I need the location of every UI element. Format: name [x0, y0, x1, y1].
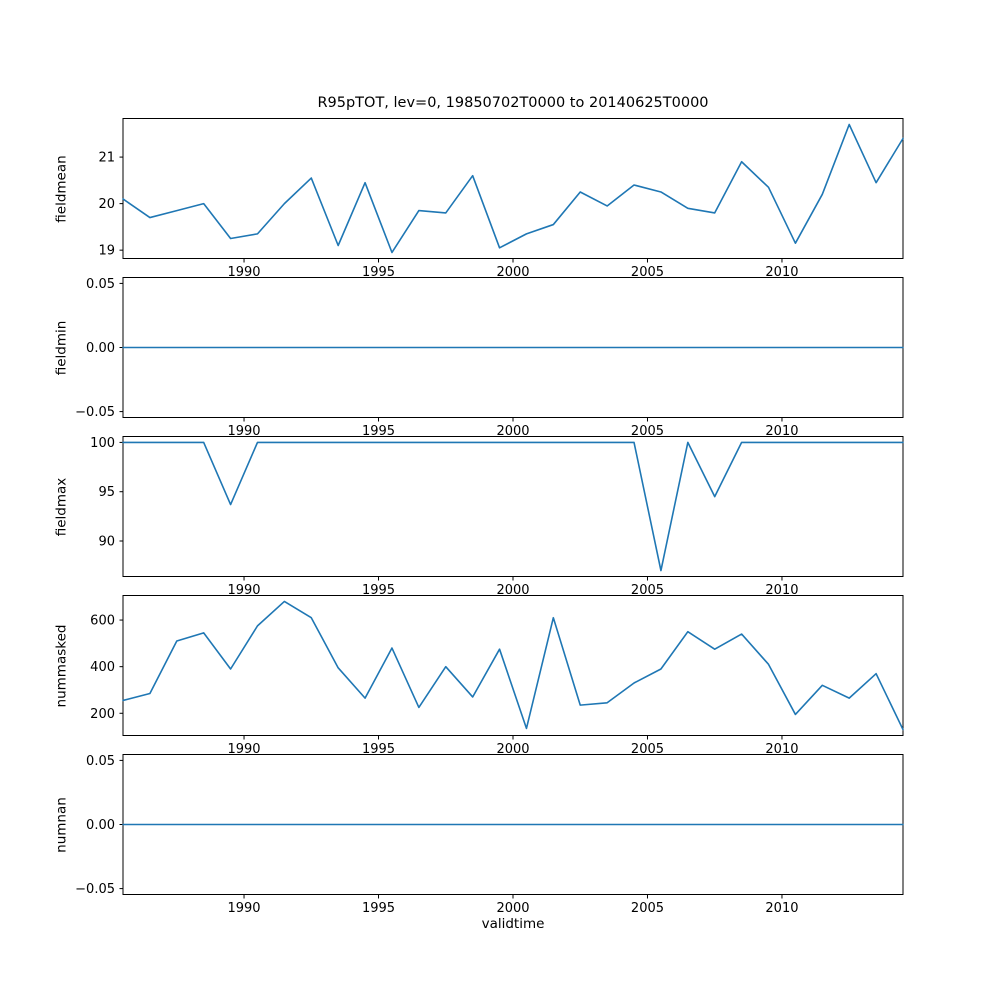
- y-tick-label: 0.00: [86, 341, 115, 356]
- x-tick-label: 2000: [496, 424, 529, 439]
- x-tick-label: 1995: [362, 424, 395, 439]
- x-tick-label: 2005: [631, 424, 664, 439]
- x-tick-label: 2010: [765, 583, 798, 598]
- x-tick-label: 1990: [227, 265, 260, 280]
- y-tick-label: 90: [98, 535, 115, 550]
- plot-canvas-fieldmax: 1990 1995 2000 2005 2010 100 95 90: [90, 436, 904, 598]
- x-tick-label: 2005: [631, 742, 664, 757]
- x-tick-label: 2005: [631, 901, 664, 916]
- x-tick-label: 1990: [227, 424, 260, 439]
- subplot-fieldmax: fieldmax 1990 1995 2000 2005 2010 100 95 90: [0, 436, 1000, 602]
- x-tick-label: 2000: [496, 265, 529, 280]
- axes-frame: [122, 595, 904, 736]
- y-tick-label: 0.00: [86, 818, 115, 833]
- x-tick-label: 1995: [362, 742, 395, 757]
- y-tick-label: 600: [90, 614, 115, 629]
- plot-canvas-nummasked: 1990 1995 2000 2005 2010 600 400 200: [90, 595, 904, 757]
- plot-canvas-numnan: 1990 1995 2000 2005 2010 0.05 0.00 −0.05: [75, 754, 904, 916]
- x-tick-label: 2000: [496, 742, 529, 757]
- x-tick-label: 1990: [227, 901, 260, 916]
- x-tick-label: 2010: [765, 901, 798, 916]
- figure-title: R95pTOT, lev=0, 19850702T0000 to 2014062…: [317, 95, 709, 111]
- y-tick-label: −0.05: [75, 882, 115, 897]
- series-line-fieldmax: [122, 441, 904, 572]
- y-tick-label: 19: [98, 244, 115, 259]
- y-tick-label: 0.05: [86, 754, 115, 769]
- axes-frame: [122, 436, 904, 577]
- y-tick-label: 21: [98, 151, 115, 166]
- y-tick-label: 100: [90, 436, 115, 451]
- x-tick-label: 1995: [362, 583, 395, 598]
- axes-frame: [122, 118, 904, 259]
- y-tick-label: −0.05: [75, 405, 115, 420]
- x-tick-label: 1990: [227, 742, 260, 757]
- subplot-numnan: numnan 1990 1995 2000 2005 2010 0.05 0.00 −0.05: [0, 754, 1000, 920]
- x-tick-label: 1995: [362, 901, 395, 916]
- x-tick-label: 2005: [631, 265, 664, 280]
- plot-canvas-fieldmean: 1990 1995 2000 2005 2010 21 20 19: [98, 118, 904, 280]
- x-tick-label: 2000: [496, 901, 529, 916]
- x-tick-label: 2005: [631, 583, 664, 598]
- subplot-fieldmin: fieldmin 1990 1995 2000 2005 2010 0.05 0.00 −0.…: [0, 277, 1000, 443]
- x-tick-label: 2000: [496, 583, 529, 598]
- x-tick-label: 1990: [227, 583, 260, 598]
- plot-canvas-fieldmin: 1990 1995 2000 2005 2010 0.05 0.00 −0.05: [75, 277, 904, 439]
- series-line-fieldmean: [122, 123, 904, 254]
- x-tick-label: 2010: [765, 424, 798, 439]
- x-tick-label: 2010: [765, 265, 798, 280]
- x-tick-label: 1995: [362, 265, 395, 280]
- y-tick-label: 0.05: [86, 277, 115, 292]
- y-tick-label: 400: [90, 660, 115, 675]
- y-tick-label: 200: [90, 707, 115, 722]
- x-axis-label: validtime: [481, 916, 545, 932]
- x-tick-label: 2010: [765, 742, 798, 757]
- subplot-nummasked: nummasked 1990 1995 2000 2005 2010 600 400 200: [0, 595, 1000, 761]
- series-line-nummasked: [122, 600, 904, 731]
- y-tick-label: 95: [98, 485, 115, 500]
- y-tick-label: 20: [98, 197, 115, 212]
- subplot-fieldmean: fieldmean 1990 1995 2000 2005 2010 21 20 19: [0, 118, 1000, 284]
